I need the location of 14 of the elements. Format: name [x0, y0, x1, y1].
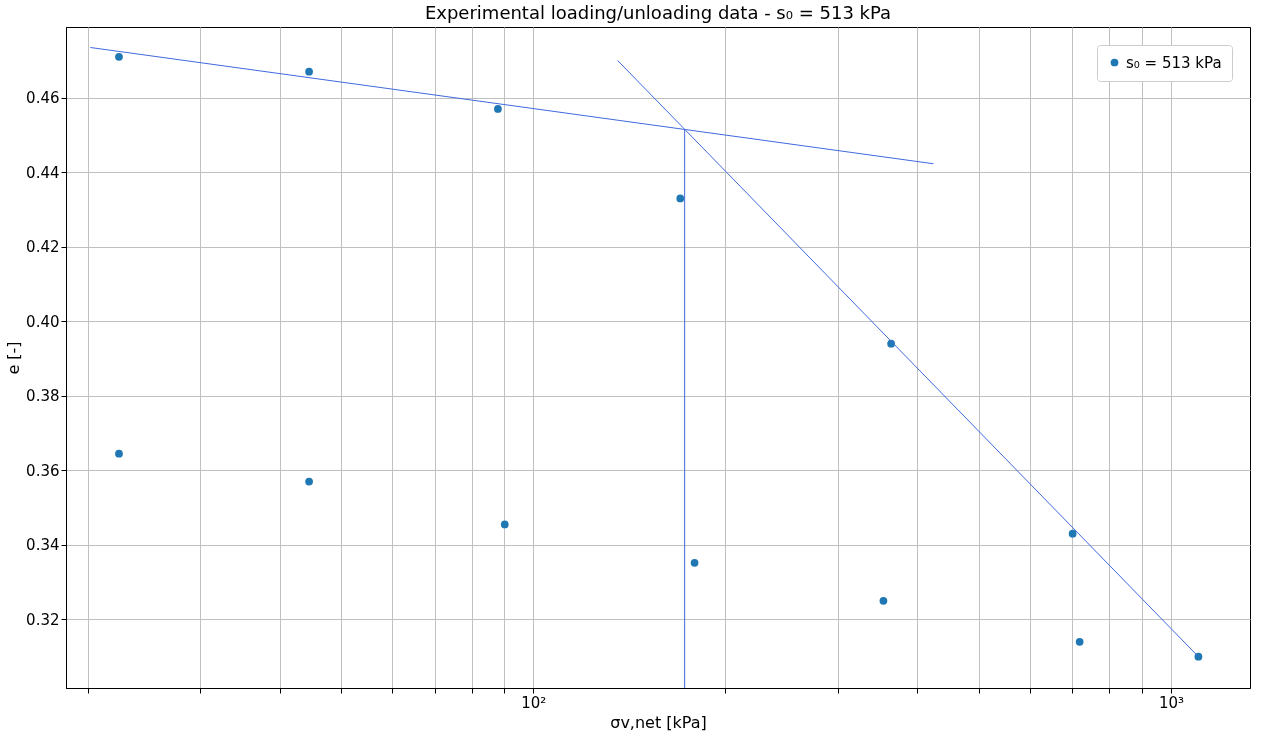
y-tick-label: 0.44 [26, 163, 60, 182]
x-axis-title: σv,net [kPa] [610, 712, 707, 732]
y-tick-label: 0.40 [26, 312, 60, 331]
y-tick-label: 0.46 [26, 89, 60, 108]
y-tick-label: 0.36 [26, 461, 60, 480]
y-tick-label: 0.32 [26, 610, 60, 629]
y-tick-label: 0.42 [26, 238, 60, 257]
chart-title: Experimental loading/unloading data - s₀ = 513 kPa [424, 2, 892, 23]
legend-label: s₀ = 513 kPa [1126, 53, 1222, 72]
y-tick-label: 0.38 [26, 387, 60, 406]
x-tick-label: 10² [521, 693, 547, 712]
y-tick-label: 0.34 [26, 536, 60, 555]
y-axis-title: e [-] [4, 341, 24, 375]
x-tick-label: 10³ [1158, 693, 1185, 712]
